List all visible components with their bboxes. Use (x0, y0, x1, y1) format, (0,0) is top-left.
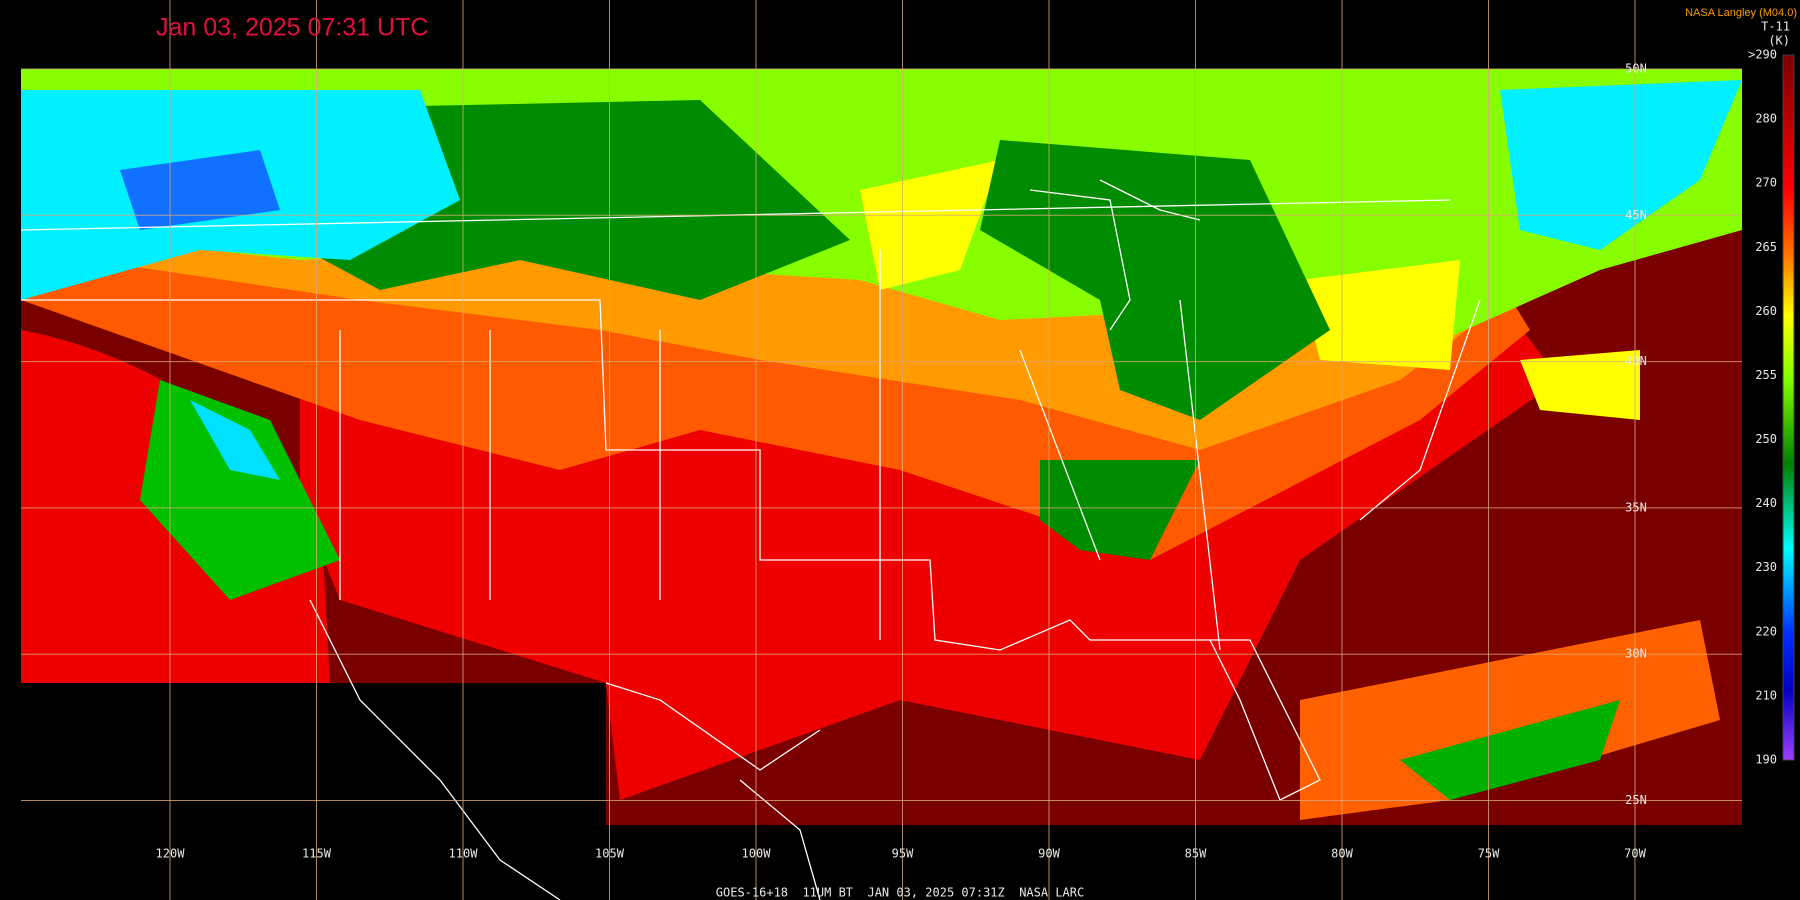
longitude-label: 120W (156, 847, 186, 861)
cloud-region (860, 160, 1000, 290)
graticule (21, 0, 1742, 900)
longitude-label: 80W (1331, 847, 1353, 861)
product-label: T-11 (1761, 20, 1790, 34)
cloud-region (980, 140, 1330, 420)
colorbar-label: 230 (1755, 560, 1777, 574)
latitude-label: 50N (1625, 62, 1647, 76)
colorbar: >290 280 270 265 260 255 250 240 230 220 210 190 (1748, 48, 1795, 767)
longitude-label: 110W (449, 847, 479, 861)
colorbar-label: 280 (1755, 112, 1777, 126)
cloud-region (1040, 460, 1200, 560)
imagery (21, 69, 1742, 825)
longitude-label: 115W (302, 847, 332, 861)
longitude-label: 85W (1185, 847, 1207, 861)
border-line (309, 599, 821, 900)
latitude-label: 30N (1625, 647, 1647, 661)
cloud-region (1300, 260, 1460, 370)
colorbar-gradient (1782, 54, 1795, 761)
colorbar-label: 220 (1755, 624, 1777, 638)
credit: NASA Langley (M04.0) (1685, 7, 1797, 19)
latitude-label: 45N (1625, 208, 1647, 222)
longitude-label: 95W (892, 847, 914, 861)
longitude-label: 90W (1038, 847, 1060, 861)
cloud-region (1400, 700, 1620, 800)
cloud-region (120, 150, 280, 230)
timestamp-title: Jan 03, 2025 07:31 UTC (156, 14, 428, 42)
colorbar-label: >290 (1748, 48, 1777, 62)
units-label: (K) (1768, 34, 1790, 48)
longitude-label: 70W (1624, 847, 1646, 861)
longitude-label: 105W (595, 847, 625, 861)
border-line (21, 299, 1321, 801)
colorbar-label: 210 (1755, 688, 1777, 702)
colorbar-label: 190 (1755, 753, 1777, 767)
longitude-label: 100W (742, 847, 772, 861)
colorbar-label: 250 (1755, 432, 1777, 446)
footer: GOES-16+18 11UM BT JAN 03, 2025 07:31Z N… (716, 886, 1084, 900)
latitude-label: 35N (1625, 500, 1647, 514)
cloud-region (140, 380, 340, 600)
cloud-region (1300, 620, 1720, 820)
cloud-region (1500, 80, 1742, 250)
colorbar-label: 240 (1755, 496, 1777, 510)
colorbar-label: 265 (1755, 240, 1777, 254)
longitude-label: 75W (1478, 847, 1500, 861)
colorbar-label: 260 (1755, 304, 1777, 318)
colorbar-label: 270 (1755, 176, 1777, 190)
colorbar-label: 255 (1755, 368, 1777, 382)
cloud-region (1520, 350, 1640, 420)
border-line (1029, 179, 1201, 331)
latitude-label: 25N (1625, 793, 1647, 807)
cloud-region (190, 400, 280, 480)
latitude-label: 40N (1625, 354, 1647, 368)
